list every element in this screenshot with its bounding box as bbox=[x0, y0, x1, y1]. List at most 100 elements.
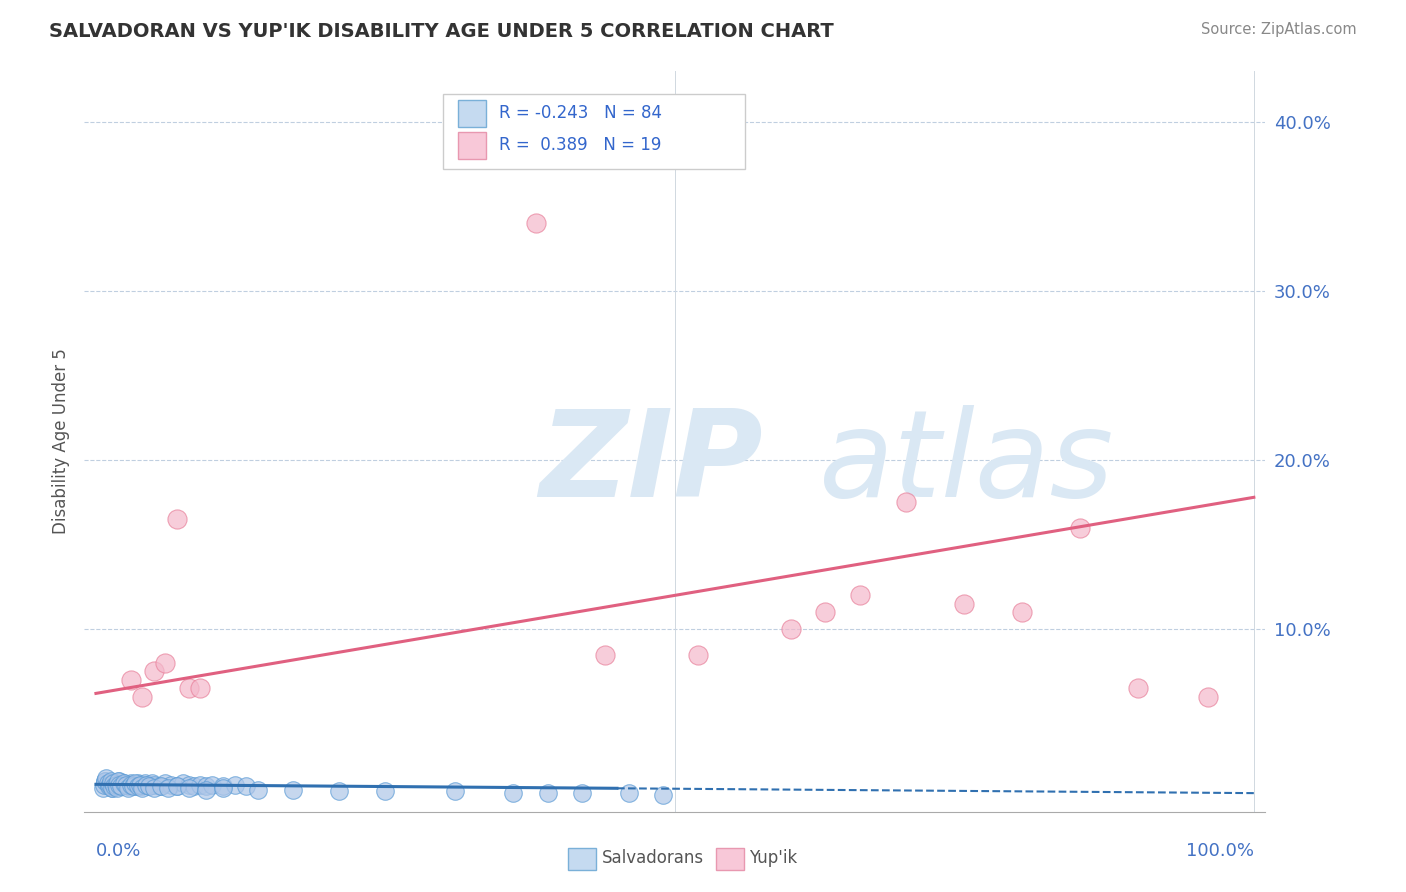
Point bbox=[124, 776, 146, 790]
Point bbox=[108, 774, 131, 789]
Point bbox=[117, 780, 139, 794]
Point bbox=[1126, 681, 1149, 696]
Point bbox=[166, 780, 188, 794]
Point bbox=[779, 622, 801, 636]
Point bbox=[115, 778, 138, 792]
Y-axis label: Disability Age Under 5: Disability Age Under 5 bbox=[52, 349, 70, 534]
Point bbox=[110, 778, 132, 792]
Point bbox=[194, 782, 217, 797]
Point bbox=[177, 778, 200, 792]
Point bbox=[97, 780, 120, 794]
Point bbox=[141, 776, 163, 790]
Point bbox=[120, 778, 142, 792]
Point bbox=[96, 778, 118, 792]
Point bbox=[571, 786, 593, 800]
Point bbox=[131, 780, 153, 794]
Point bbox=[107, 780, 129, 794]
Text: 100.0%: 100.0% bbox=[1185, 842, 1254, 860]
Point bbox=[101, 780, 124, 795]
Point bbox=[142, 778, 165, 792]
Point bbox=[617, 786, 640, 800]
Point bbox=[120, 776, 142, 790]
Text: Source: ZipAtlas.com: Source: ZipAtlas.com bbox=[1201, 22, 1357, 37]
Point bbox=[524, 217, 547, 231]
Point bbox=[127, 780, 149, 794]
Point bbox=[896, 495, 918, 509]
Point bbox=[166, 780, 188, 794]
Point bbox=[135, 778, 157, 792]
Point bbox=[112, 776, 135, 790]
Point bbox=[112, 776, 135, 790]
Point bbox=[177, 780, 200, 795]
Text: ZIP: ZIP bbox=[538, 405, 763, 522]
Point bbox=[247, 782, 270, 797]
Point bbox=[117, 780, 139, 795]
Point bbox=[135, 778, 157, 792]
Point bbox=[103, 780, 125, 794]
Point bbox=[129, 778, 152, 792]
Point bbox=[177, 681, 200, 696]
Point bbox=[142, 665, 165, 679]
Point bbox=[122, 778, 145, 792]
Point bbox=[502, 786, 524, 800]
Point bbox=[1069, 521, 1091, 535]
Point bbox=[103, 780, 125, 794]
Point bbox=[188, 681, 211, 696]
Text: R =  0.389   N = 19: R = 0.389 N = 19 bbox=[499, 136, 661, 154]
Point bbox=[156, 780, 179, 795]
Point bbox=[127, 776, 149, 790]
Point bbox=[328, 784, 350, 798]
Point bbox=[115, 778, 138, 792]
Point bbox=[686, 648, 709, 662]
Point bbox=[149, 780, 172, 794]
Point bbox=[120, 673, 142, 687]
Point bbox=[235, 780, 257, 794]
Point bbox=[138, 780, 160, 794]
Point bbox=[101, 780, 124, 795]
Text: Yup'ik: Yup'ik bbox=[749, 849, 797, 867]
Point bbox=[94, 774, 117, 789]
Point bbox=[94, 774, 117, 789]
Point bbox=[107, 774, 129, 789]
Point bbox=[122, 780, 145, 794]
Point bbox=[149, 780, 172, 794]
Point bbox=[98, 778, 121, 792]
Point bbox=[124, 780, 146, 794]
Point bbox=[160, 778, 183, 792]
Point bbox=[96, 776, 118, 790]
Point bbox=[172, 776, 194, 790]
Point bbox=[849, 588, 872, 602]
Point bbox=[105, 778, 128, 792]
Point bbox=[100, 776, 122, 790]
Point bbox=[374, 784, 396, 798]
Text: Salvadorans: Salvadorans bbox=[602, 849, 704, 867]
Point bbox=[131, 780, 153, 795]
Text: R = -0.243   N = 84: R = -0.243 N = 84 bbox=[499, 104, 662, 122]
Point bbox=[155, 656, 177, 670]
Point bbox=[105, 780, 128, 795]
Point bbox=[108, 778, 131, 792]
Point bbox=[131, 690, 153, 704]
Point bbox=[212, 780, 235, 795]
Point bbox=[91, 780, 114, 795]
Point bbox=[814, 605, 837, 619]
Point bbox=[212, 780, 235, 794]
Point bbox=[134, 776, 156, 790]
Text: atlas: atlas bbox=[818, 405, 1115, 522]
Point bbox=[1011, 605, 1033, 619]
Text: SALVADORAN VS YUP'IK DISABILITY AGE UNDER 5 CORRELATION CHART: SALVADORAN VS YUP'IK DISABILITY AGE UNDE… bbox=[49, 22, 834, 41]
Point bbox=[444, 784, 467, 798]
Point bbox=[129, 778, 152, 792]
Point bbox=[953, 597, 976, 611]
Point bbox=[155, 776, 177, 790]
Point bbox=[652, 788, 675, 802]
Point bbox=[194, 780, 217, 794]
Text: 0.0%: 0.0% bbox=[96, 842, 142, 860]
Point bbox=[1197, 690, 1219, 704]
Point bbox=[103, 776, 125, 790]
Point bbox=[224, 778, 246, 792]
Point bbox=[281, 782, 304, 797]
Point bbox=[166, 512, 188, 526]
Point bbox=[110, 780, 132, 794]
Point bbox=[93, 778, 115, 792]
